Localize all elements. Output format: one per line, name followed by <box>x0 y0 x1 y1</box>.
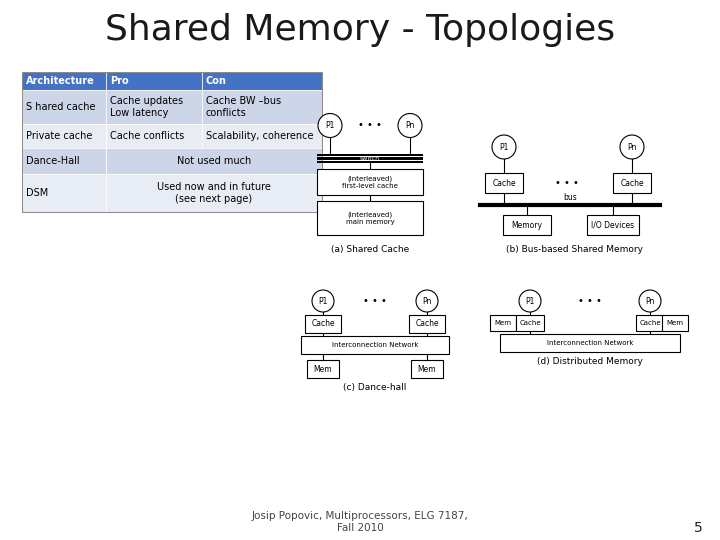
Bar <box>22 174 106 212</box>
Bar <box>305 315 341 333</box>
Bar <box>22 72 322 212</box>
Bar <box>106 90 202 124</box>
Text: (d) Distributed Memory: (d) Distributed Memory <box>537 357 643 366</box>
Text: Con: Con <box>206 76 227 86</box>
Text: Used now and in future
(see next page): Used now and in future (see next page) <box>157 182 271 204</box>
Text: Cache updates
Low latency: Cache updates Low latency <box>110 96 183 118</box>
Bar <box>587 215 639 235</box>
Text: Pn: Pn <box>645 296 654 306</box>
Text: (interleaved)
first-level cache: (interleaved) first-level cache <box>342 176 398 189</box>
Bar <box>106 174 322 212</box>
Text: Cache BW –bus
conflicts: Cache BW –bus conflicts <box>206 96 281 118</box>
Bar <box>317 153 423 156</box>
Bar <box>485 173 523 193</box>
Text: P1: P1 <box>318 296 328 306</box>
Text: Private cache: Private cache <box>26 131 92 141</box>
Bar <box>317 169 423 195</box>
Circle shape <box>398 113 422 138</box>
Text: bus: bus <box>563 193 577 202</box>
Text: DSM: DSM <box>26 188 48 198</box>
Text: 5: 5 <box>693 521 703 535</box>
Text: Cache: Cache <box>311 320 335 328</box>
Text: Mem: Mem <box>418 364 436 374</box>
Bar <box>317 160 423 163</box>
Text: (a) Shared Cache: (a) Shared Cache <box>331 245 409 254</box>
Text: Pn: Pn <box>423 296 432 306</box>
Circle shape <box>519 290 541 312</box>
Bar <box>411 360 443 378</box>
Text: (c) Dance-hall: (c) Dance-hall <box>343 383 407 392</box>
Text: Cache conflicts: Cache conflicts <box>110 131 184 141</box>
Text: • • •: • • • <box>555 178 579 188</box>
Bar <box>317 157 423 159</box>
Circle shape <box>492 135 516 159</box>
Text: (interleaved)
main memory: (interleaved) main memory <box>346 211 395 225</box>
Text: Pn: Pn <box>405 121 415 130</box>
Bar <box>307 360 339 378</box>
Text: Scalability, coherence: Scalability, coherence <box>206 131 313 141</box>
Text: (b) Bus-based Shared Memory: (b) Bus-based Shared Memory <box>506 245 644 254</box>
Bar <box>202 72 322 90</box>
Text: Not used much: Not used much <box>177 156 251 166</box>
Circle shape <box>318 113 342 138</box>
Bar <box>662 315 688 331</box>
Text: Pn: Pn <box>627 143 636 152</box>
Bar <box>202 124 322 148</box>
Text: • • •: • • • <box>578 296 602 306</box>
Text: P1: P1 <box>499 143 509 152</box>
Text: Interconnection Network: Interconnection Network <box>332 342 418 348</box>
Text: Memory: Memory <box>511 220 542 230</box>
Text: P1: P1 <box>526 296 535 306</box>
Text: Cache: Cache <box>519 320 541 326</box>
Text: Cache: Cache <box>415 320 438 328</box>
Text: Dance-Hall: Dance-Hall <box>26 156 80 166</box>
Text: P1: P1 <box>325 121 335 130</box>
Bar <box>22 72 106 90</box>
Text: Mem: Mem <box>495 320 511 326</box>
Bar <box>500 334 680 352</box>
Text: Interconnection Network: Interconnection Network <box>546 340 634 346</box>
Bar <box>22 148 106 174</box>
Bar <box>106 124 202 148</box>
Text: S hared cache: S hared cache <box>26 102 96 112</box>
Bar <box>516 315 544 331</box>
Text: • • •: • • • <box>363 296 387 306</box>
Text: Mem: Mem <box>314 364 333 374</box>
Text: switch: switch <box>360 156 380 160</box>
Text: Pro: Pro <box>110 76 129 86</box>
Bar <box>22 90 106 124</box>
Bar <box>490 315 516 331</box>
Text: Josip Popovic, Multiprocessors, ELG 7187,
Fall 2010: Josip Popovic, Multiprocessors, ELG 7187… <box>251 511 469 533</box>
Circle shape <box>416 290 438 312</box>
Text: Cache: Cache <box>639 320 661 326</box>
Bar <box>409 315 445 333</box>
Text: • • •: • • • <box>358 120 382 131</box>
Bar <box>106 72 202 90</box>
Circle shape <box>620 135 644 159</box>
Text: Cache: Cache <box>620 179 644 187</box>
Text: Shared Memory - Topologies: Shared Memory - Topologies <box>105 13 615 47</box>
Bar <box>317 201 423 235</box>
Text: I/O Devices: I/O Devices <box>591 220 634 230</box>
Text: Architecture: Architecture <box>26 76 95 86</box>
Bar <box>301 336 449 354</box>
Bar <box>106 148 322 174</box>
Bar <box>22 124 106 148</box>
Bar <box>202 90 322 124</box>
Circle shape <box>312 290 334 312</box>
Bar <box>613 173 651 193</box>
Bar <box>503 215 551 235</box>
Text: Cache: Cache <box>492 179 516 187</box>
Text: Mem: Mem <box>667 320 683 326</box>
Circle shape <box>639 290 661 312</box>
Bar <box>636 315 664 331</box>
